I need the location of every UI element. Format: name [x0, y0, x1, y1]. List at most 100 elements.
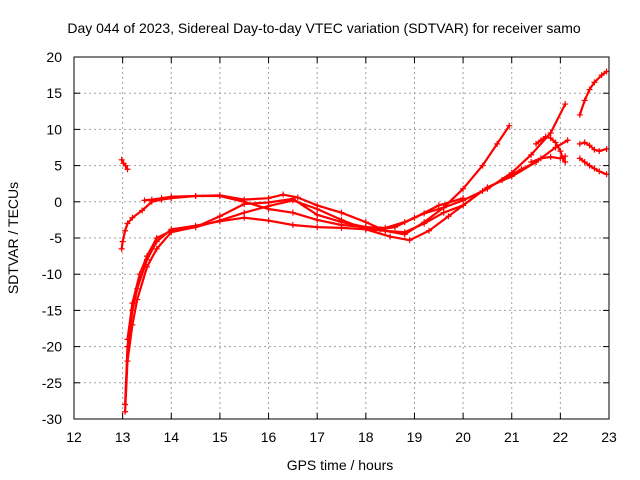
data-point: [421, 210, 428, 217]
data-point: [586, 86, 593, 93]
data-point: [484, 185, 491, 192]
x-tick-label: 13: [115, 429, 131, 445]
data-point: [401, 219, 408, 226]
data-point: [338, 219, 345, 226]
series-track-i: [576, 139, 610, 155]
data-point: [118, 156, 125, 163]
data-point: [129, 214, 136, 221]
series-line: [123, 160, 538, 406]
y-tick-label: -15: [42, 302, 62, 318]
data-point: [518, 166, 525, 173]
data-point: [216, 213, 223, 220]
data-point: [596, 168, 603, 175]
data-point: [401, 229, 408, 236]
x-tick-label: 20: [455, 429, 471, 445]
plot-frame: [73, 56, 610, 420]
series-track-k: [118, 156, 131, 173]
series-track-b: [141, 122, 513, 238]
data-point: [158, 195, 165, 202]
data-point: [533, 140, 540, 147]
series-layer: [118, 68, 610, 415]
data-point: [289, 209, 296, 216]
data-point: [596, 148, 603, 155]
data-point: [576, 111, 583, 118]
data-point: [314, 224, 321, 231]
data-point: [143, 253, 150, 260]
x-tick-label: 22: [553, 429, 569, 445]
data-point: [479, 162, 486, 169]
series-track-h: [576, 68, 610, 118]
data-point: [122, 227, 129, 234]
data-point: [445, 213, 452, 220]
y-tick-label: -25: [42, 375, 62, 391]
y-tick-label: 15: [46, 85, 62, 101]
data-point: [153, 245, 160, 252]
data-point: [537, 137, 544, 144]
data-point: [241, 214, 248, 221]
data-point: [581, 158, 588, 165]
data-point: [153, 235, 160, 241]
data-point: [576, 140, 583, 147]
data-point: [547, 135, 554, 142]
data-point: [591, 165, 598, 172]
x-axis-label: GPS time / hours: [287, 457, 394, 473]
series-line: [126, 102, 567, 341]
data-point: [581, 97, 588, 104]
data-point: [557, 155, 564, 162]
y-tick-label: -5: [50, 230, 63, 246]
data-point: [547, 130, 554, 137]
data-point: [294, 194, 301, 201]
data-point: [528, 158, 535, 165]
x-tick-label: 16: [261, 429, 277, 445]
x-tick-label: 21: [504, 429, 520, 445]
data-point: [136, 271, 143, 278]
data-point: [387, 233, 394, 240]
data-point: [141, 197, 148, 204]
data-point: [289, 221, 296, 228]
x-tick-label: 17: [309, 429, 325, 445]
data-point: [122, 408, 129, 415]
data-point: [338, 224, 345, 231]
data-point: [122, 401, 129, 408]
data-point: [192, 193, 199, 200]
data-point: [494, 140, 501, 147]
x-tick-label: 15: [212, 429, 228, 445]
data-point: [562, 153, 569, 160]
data-point: [406, 237, 413, 244]
data-point: [564, 137, 571, 144]
y-tick-label: -10: [42, 266, 62, 282]
x-tick-label: 14: [163, 429, 179, 445]
y-tick-label: 10: [46, 121, 62, 137]
y-tick-label: -20: [42, 339, 62, 355]
data-point: [338, 209, 345, 216]
data-point: [314, 211, 321, 218]
data-point: [591, 79, 598, 86]
data-point: [591, 146, 598, 153]
data-point: [124, 220, 131, 227]
x-tick-label: 19: [407, 429, 423, 445]
data-point: [440, 209, 447, 216]
data-point: [139, 207, 146, 214]
data-point: [168, 193, 175, 200]
data-point: [216, 218, 223, 225]
data-point: [421, 220, 428, 227]
data-point: [586, 142, 593, 149]
series-line: [578, 70, 608, 117]
data-point: [314, 216, 321, 223]
data-point: [148, 196, 155, 203]
data-point: [508, 169, 515, 176]
data-point: [440, 204, 447, 211]
data-point: [192, 224, 199, 231]
data-point: [586, 162, 593, 169]
data-point: [314, 206, 321, 213]
data-point: [557, 148, 564, 155]
data-point: [241, 209, 248, 216]
data-point: [542, 133, 549, 140]
y-tick-label: 0: [54, 194, 62, 210]
data-point: [460, 197, 467, 204]
data-point: [506, 122, 513, 129]
series-line: [120, 158, 129, 171]
x-tick-label: 23: [601, 429, 617, 445]
series-line: [578, 157, 608, 176]
